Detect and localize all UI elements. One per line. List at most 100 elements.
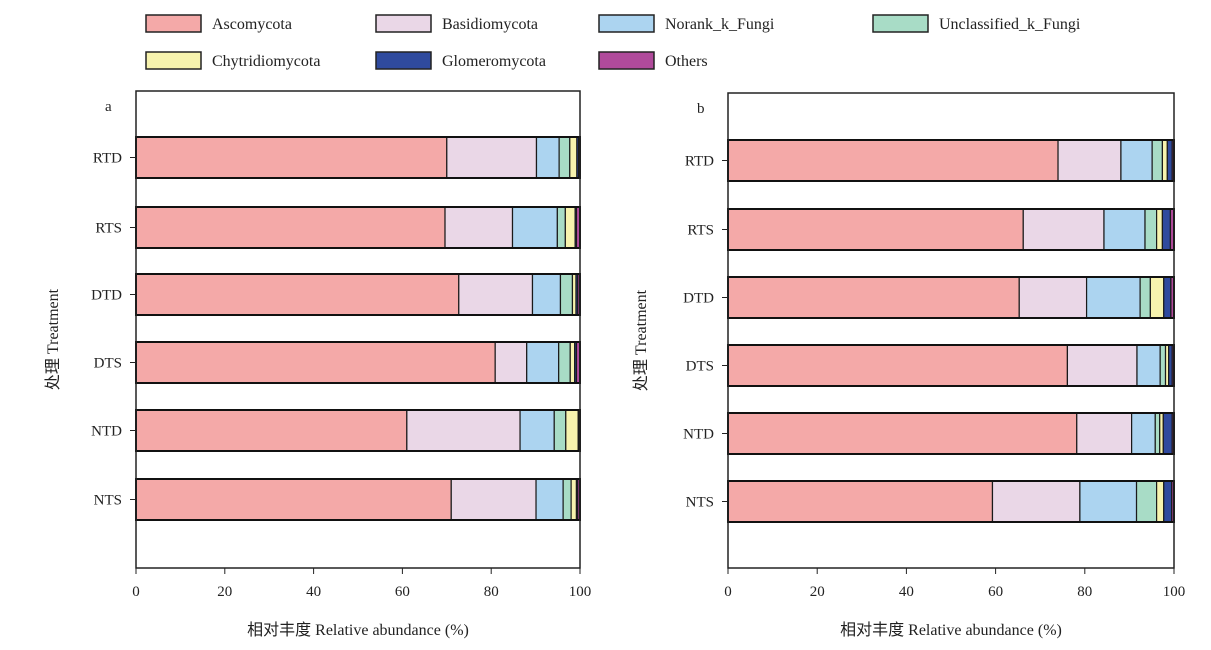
bar-segment-ascomycota — [727, 208, 1024, 251]
x-tick-label: 40 — [899, 584, 914, 600]
panel-b: RTD RTS DTD DTS NTD NTS 0 20 40 60 80 100 b 相对丰度 Rela… — [632, 92, 1186, 639]
x-tick-label: 100 — [569, 584, 592, 600]
bar-segment-basidiomycota — [446, 136, 538, 179]
bar-ntd — [135, 409, 581, 452]
bar-segment-unclassified-k-fungi — [558, 341, 571, 384]
bar-dtd — [135, 273, 581, 316]
bar-segment-norank-k-fungi — [1079, 480, 1138, 523]
x-tick-label: 80 — [484, 584, 499, 600]
legend-item-norank-k-fungi: Norank_k_Fungi — [598, 14, 775, 33]
bar-segment-glomeromycota — [1166, 139, 1173, 182]
x-tick-label: 0 — [724, 584, 732, 600]
bar-segment-ascomycota — [135, 273, 460, 316]
bar-segment-ascomycota — [135, 409, 408, 452]
bar-dts — [135, 341, 581, 384]
bar-segment-glomeromycota — [1162, 412, 1173, 455]
legend-item-basidiomycota: Basidiomycota — [375, 14, 538, 33]
plot-frame — [727, 92, 1175, 569]
legend-item-chytridiomycota: Chytridiomycota — [145, 51, 320, 70]
bar-segment-unclassified-k-fungi — [559, 273, 574, 316]
x-tick-label: 20 — [217, 584, 232, 600]
legend-label: Basidiomycota — [442, 16, 538, 33]
bar-segment-ascomycota — [727, 480, 994, 523]
y-tick-label-nts: NTS — [94, 493, 122, 509]
bar-segment-unclassified-k-fungi — [1144, 208, 1158, 251]
bar-rts — [727, 208, 1175, 251]
bar-segment-unclassified-k-fungi — [1154, 412, 1161, 455]
bar-segment-norank-k-fungi — [535, 478, 564, 521]
bar-rtd — [727, 139, 1175, 182]
bar-dtd — [727, 276, 1175, 319]
y-tick-label-dts: DTS — [94, 356, 122, 372]
bar-segment-unclassified-k-fungi — [1151, 139, 1164, 182]
panel-label: a — [105, 99, 112, 115]
legend-swatch — [375, 14, 432, 33]
bar-rtd — [135, 136, 581, 179]
bar-segment-norank-k-fungi — [531, 273, 562, 316]
x-tick-label: 60 — [988, 584, 1003, 600]
bar-segment-unclassified-k-fungi — [553, 409, 567, 452]
bar-segment-norank-k-fungi — [526, 341, 560, 384]
legend-label: Glomeromycota — [442, 53, 546, 70]
legend: Ascomycota Basidiomycota Norank_k_Fungi Unc… — [145, 14, 1081, 70]
bar-segment-unclassified-k-fungi — [558, 136, 571, 179]
bar-segment-basidiomycota — [1057, 139, 1122, 182]
y-tick-label-ntd: NTD — [683, 427, 714, 443]
x-tick-label: 80 — [1077, 584, 1092, 600]
y-tick-label-rtd: RTD — [93, 151, 122, 167]
bar-segment-norank-k-fungi — [1120, 139, 1153, 182]
bar-segment-chytridiomycota — [569, 341, 576, 384]
legend-swatch — [598, 51, 655, 70]
bar-segment-unclassified-k-fungi — [556, 206, 566, 249]
legend-swatch — [375, 51, 432, 70]
bar-segment-basidiomycota — [458, 273, 534, 316]
bar-segment-ascomycota — [135, 136, 448, 179]
legend-item-glomeromycota: Glomeromycota — [375, 51, 546, 70]
bar-segment-ascomycota — [135, 206, 446, 249]
bar-segment-norank-k-fungi — [1085, 276, 1141, 319]
bar-segment-unclassified-k-fungi — [1159, 344, 1167, 387]
legend-label: Unclassified_k_Fungi — [939, 16, 1081, 33]
x-tick-label: 100 — [1163, 584, 1186, 600]
bar-segment-ascomycota — [727, 276, 1020, 319]
y-axis-title: 处理 Treatment — [44, 288, 62, 390]
bar-segment-norank-k-fungi — [1131, 412, 1156, 455]
plot-frame — [135, 90, 581, 569]
y-tick-label-rts: RTS — [95, 221, 122, 237]
bar-segment-basidiomycota — [991, 480, 1081, 523]
bar-segment-chytridiomycota — [570, 478, 578, 521]
bar-segment-norank-k-fungi — [535, 136, 560, 179]
bar-segment-chytridiomycota — [1161, 139, 1168, 182]
legend-label: Chytridiomycota — [212, 53, 320, 70]
bar-segment-norank-k-fungi — [1136, 344, 1161, 387]
y-tick-label-dtd: DTD — [683, 291, 714, 307]
bar-nts — [135, 478, 581, 521]
panel-a: RTD RTS DTD DTS NTD NTS 0 20 40 60 80 100 a 相对丰度 Rela… — [44, 90, 592, 639]
bars — [727, 139, 1175, 523]
bar-segment-ascomycota — [135, 341, 496, 384]
y-tick-label-nts: NTS — [686, 495, 714, 511]
legend-swatch — [145, 14, 202, 33]
bar-segment-glomeromycota — [1161, 208, 1172, 251]
x-tick-label: 60 — [395, 584, 410, 600]
y-tick-label-rtd: RTD — [685, 154, 714, 170]
legend-item-ascomycota: Ascomycota — [145, 14, 292, 33]
y-tick-label-dts: DTS — [686, 359, 714, 375]
bar-segment-basidiomycota — [1076, 412, 1133, 455]
x-tick-label: 20 — [810, 584, 825, 600]
legend-item-others: Others — [598, 51, 708, 70]
bar-segment-chytridiomycota — [564, 206, 576, 249]
x-axis-title: 相对丰度 Relative abundance (%) — [247, 621, 469, 639]
bar-segment-basidiomycota — [494, 341, 528, 384]
y-tick-label-rts: RTS — [687, 223, 714, 239]
bar-segment-ascomycota — [727, 344, 1069, 387]
x-tick-label: 0 — [132, 584, 140, 600]
legend-item-unclassified-k-fungi: Unclassified_k_Fungi — [872, 14, 1081, 33]
bar-segment-basidiomycota — [450, 478, 537, 521]
bar-segment-norank-k-fungi — [511, 206, 558, 249]
bar-segment-basidiomycota — [1022, 208, 1105, 251]
legend-label: Others — [665, 53, 708, 70]
bar-rts — [135, 206, 581, 249]
